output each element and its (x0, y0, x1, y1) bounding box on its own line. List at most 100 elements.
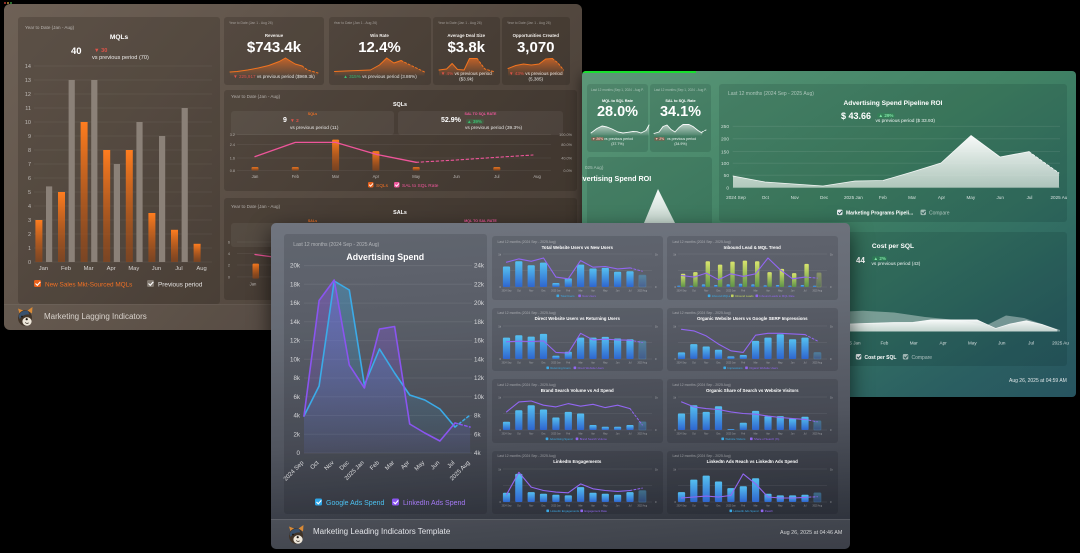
svg-text:Nov: Nov (704, 291, 709, 293)
svg-text:250: 250 (721, 124, 729, 130)
svg-text:0: 0 (500, 428, 502, 432)
svg-text:Oct: Oct (517, 433, 521, 436)
svg-text:1k: 1k (655, 467, 658, 471)
svg-text:Advertising Spend: Advertising Spend (550, 437, 573, 441)
svg-text:1k: 1k (655, 253, 658, 257)
svg-text:2025 Jan: 2025 Jan (551, 291, 561, 293)
svg-text:2: 2 (228, 264, 230, 268)
svg-text:Jan: Jan (39, 266, 48, 272)
svg-text:40.0%: 40.0% (561, 157, 572, 161)
svg-text:Oct: Oct (310, 460, 321, 471)
svg-text:1k: 1k (498, 253, 501, 257)
svg-text:Compare: Compare (912, 355, 933, 361)
svg-text:Feb: Feb (880, 341, 888, 346)
svg-text:11: 11 (25, 106, 31, 112)
svg-text:0.0%: 0.0% (563, 169, 572, 173)
svg-text:22k: 22k (474, 281, 485, 288)
svg-text:Returning Users: Returning Users (550, 365, 571, 369)
svg-text:1k: 1k (673, 467, 676, 471)
svg-text:2025 Aug: 2025 Aug (637, 433, 647, 436)
svg-text:12k: 12k (474, 375, 485, 382)
svg-text:150: 150 (721, 149, 729, 155)
svg-text:May: May (414, 460, 426, 472)
svg-text:Oct: Oct (517, 504, 521, 507)
svg-text:0: 0 (830, 428, 832, 432)
svg-text:Direct Website Users: Direct Website Users (578, 365, 605, 369)
svg-text:2024 Sep: 2024 Sep (502, 505, 513, 507)
svg-text:Nov: Nov (529, 505, 534, 507)
svg-text:Mar: Mar (910, 341, 918, 346)
svg-text:6: 6 (228, 241, 230, 245)
svg-text:2025 Jan: 2025 Jan (551, 434, 561, 436)
svg-text:May: May (966, 195, 975, 200)
svg-text:Dec: Dec (716, 362, 721, 364)
svg-text:Oct: Oct (692, 361, 696, 364)
svg-text:Brand Search Volume: Brand Search Volume (580, 437, 608, 441)
svg-text:4: 4 (228, 252, 230, 256)
svg-text:Aug: Aug (533, 174, 541, 179)
svg-text:Jun: Jun (791, 291, 795, 293)
svg-text:0: 0 (655, 285, 657, 289)
svg-text:May: May (778, 505, 783, 507)
svg-text:Apr: Apr (766, 504, 770, 507)
svg-text:Nov: Nov (324, 460, 336, 472)
svg-text:0: 0 (28, 260, 31, 266)
svg-text:0: 0 (500, 357, 502, 361)
svg-text:Marketing Programs Pipeli...: Marketing Programs Pipeli... (846, 210, 914, 216)
svg-text:2025 Aug: 2025 Aug (812, 361, 822, 364)
svg-text:13: 13 (25, 78, 31, 84)
svg-text:2024 Sep: 2024 Sep (677, 362, 688, 364)
svg-text:Apr: Apr (400, 460, 411, 471)
svg-text:Oct: Oct (692, 290, 696, 293)
svg-text:20k: 20k (290, 263, 301, 270)
svg-text:Jun: Jun (998, 341, 1006, 346)
svg-text:Oct: Oct (517, 361, 521, 364)
svg-text:Dec: Dec (716, 434, 721, 436)
svg-text:3: 3 (28, 218, 31, 224)
svg-text:Feb: Feb (741, 434, 746, 436)
svg-text:Jul: Jul (494, 174, 499, 179)
svg-text:0: 0 (500, 285, 502, 289)
svg-text:Jul: Jul (804, 362, 807, 364)
svg-text:2025 Au: 2025 Au (1050, 195, 1067, 200)
svg-text:1k: 1k (673, 324, 676, 328)
svg-text:2024 Sep: 2024 Sep (283, 460, 306, 483)
svg-text:2025 Au: 2025 Au (1052, 341, 1069, 346)
svg-text:Feb: Feb (741, 505, 746, 507)
svg-text:Oct: Oct (762, 195, 770, 200)
svg-text:10k: 10k (474, 394, 485, 401)
svg-text:Feb: Feb (879, 195, 887, 200)
svg-text:1k: 1k (673, 396, 676, 400)
svg-text:0.8: 0.8 (230, 169, 235, 173)
svg-text:Aug: Aug (196, 266, 206, 272)
svg-text:2025 Jan: 2025 Jan (551, 362, 561, 364)
svg-text:1.6: 1.6 (230, 157, 235, 161)
svg-text:LinkedIn Ads Spend: LinkedIn Ads Spend (734, 508, 759, 512)
svg-text:(5,385): (5,385) (528, 77, 543, 82)
svg-text:Compare: Compare (929, 210, 950, 216)
svg-text:Dec: Dec (716, 291, 721, 293)
svg-text:Jul: Jul (1027, 195, 1033, 200)
svg-text:1k: 1k (655, 324, 658, 328)
svg-text:Jun: Jun (996, 195, 1004, 200)
svg-text:0: 0 (830, 285, 832, 289)
svg-text:0: 0 (830, 500, 832, 504)
svg-text:Jul: Jul (629, 434, 632, 436)
svg-text:Feb: Feb (61, 266, 71, 272)
svg-text:Dec: Dec (820, 195, 829, 200)
svg-text:12: 12 (25, 92, 31, 98)
svg-text:1k: 1k (673, 253, 676, 257)
svg-text:Jun: Jun (791, 434, 795, 436)
svg-text:Mar: Mar (579, 290, 583, 293)
svg-text:Jul: Jul (175, 266, 182, 272)
svg-text:4k: 4k (474, 450, 481, 457)
svg-text:Inbound Leads: Inbound Leads (735, 294, 754, 298)
svg-text:Apr: Apr (938, 195, 946, 200)
svg-text:Apr: Apr (766, 290, 770, 293)
svg-text:Feb: Feb (566, 505, 571, 507)
svg-text:Nov: Nov (704, 505, 709, 507)
svg-text:Dec: Dec (716, 505, 721, 507)
svg-text:New Sales Mkt-Sourced MQLs: New Sales Mkt-Sourced MQLs (45, 282, 132, 289)
svg-text:Engagement Rate: Engagement Rate (584, 508, 607, 512)
svg-text:2025 Jan: 2025 Jan (551, 505, 561, 507)
